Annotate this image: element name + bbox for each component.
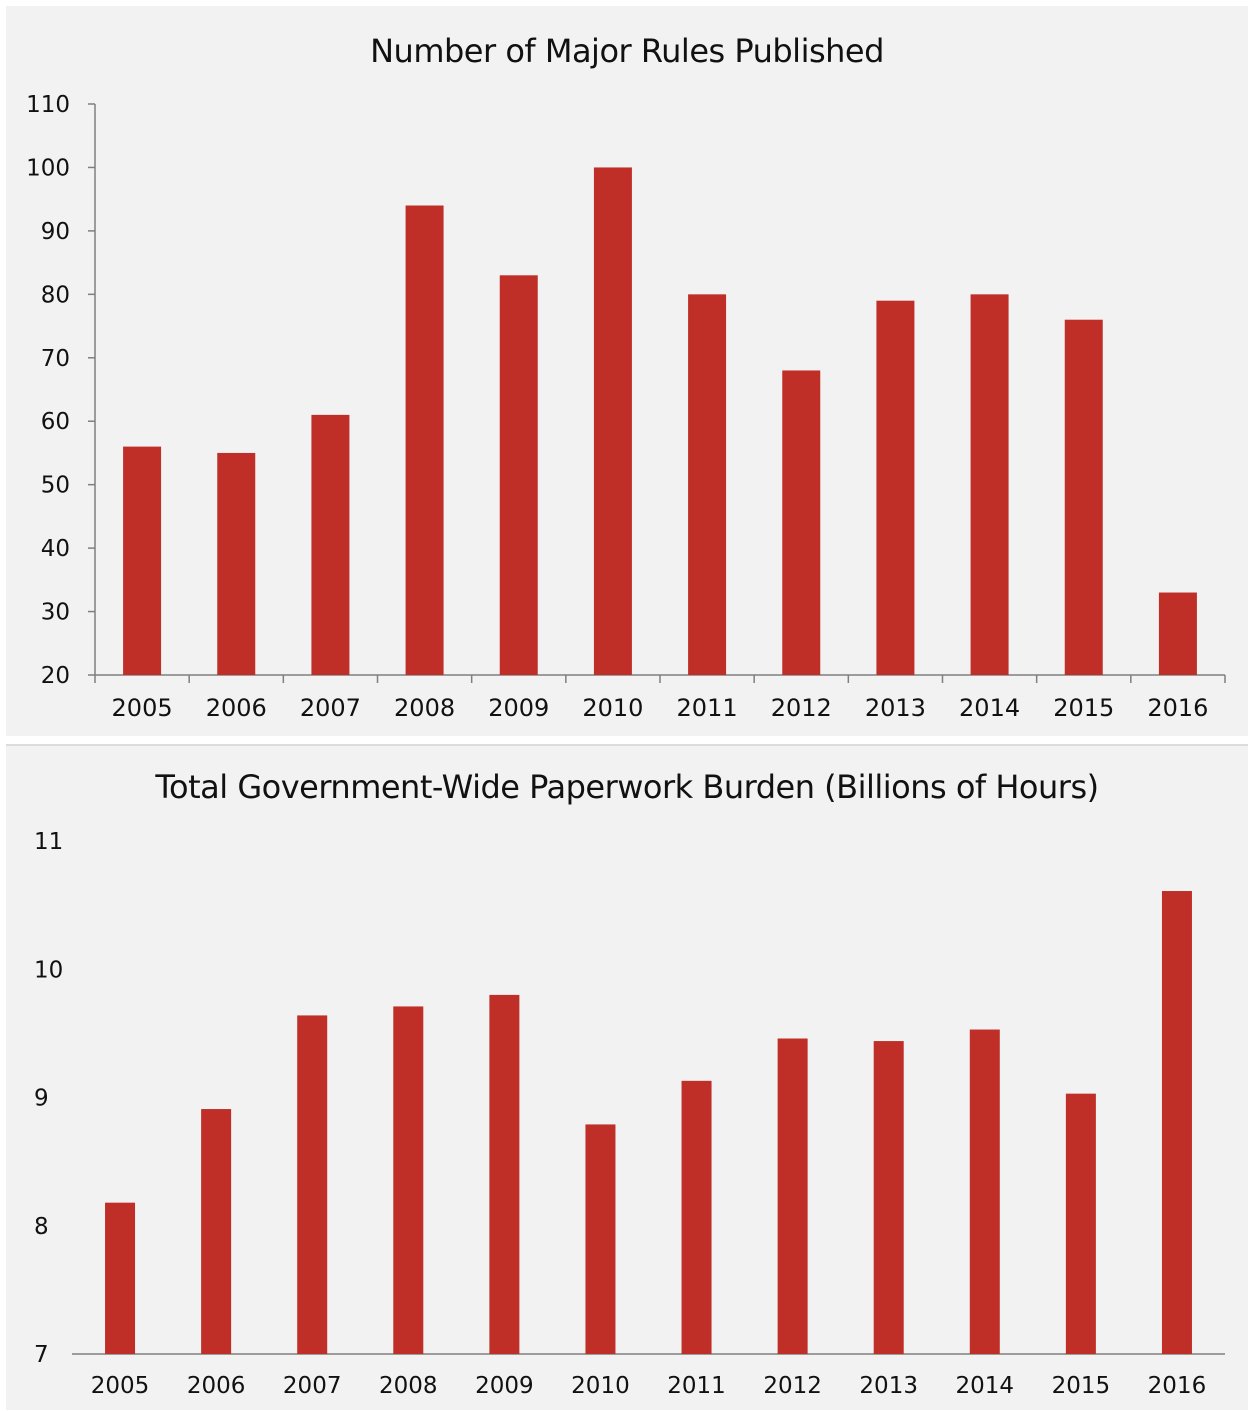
bar-2013 <box>876 300 915 675</box>
bar-2012 <box>782 370 821 675</box>
x-tick-label: 2005 <box>91 1373 150 1399</box>
bar-2009 <box>499 275 538 675</box>
y-tick-label: 30 <box>41 600 70 626</box>
y-tick-label: 7 <box>34 1342 49 1368</box>
x-tick-label: 2015 <box>1052 1373 1111 1399</box>
x-tick-label: 2014 <box>959 694 1020 722</box>
chart-title: Total Government-Wide Paperwork Burden (… <box>155 768 1099 806</box>
bar-2007 <box>311 414 350 675</box>
bar-2006 <box>201 1109 232 1354</box>
y-tick-label: 40 <box>41 536 70 562</box>
x-tick-label: 2011 <box>667 1373 726 1399</box>
x-tick-label: 2005 <box>112 694 173 722</box>
y-tick-label: 100 <box>26 155 70 181</box>
bar-2009 <box>489 994 520 1354</box>
y-tick-label: 70 <box>41 346 70 372</box>
bar-2010 <box>585 1124 616 1354</box>
major-rules-chart: 20 30 40 50 60 70 80 90 100 110 2005 2006 2007 2008 20… <box>26 92 1226 722</box>
x-tick-label: 2014 <box>956 1373 1015 1399</box>
x-tick-label: 2011 <box>677 694 738 722</box>
bar-2011 <box>681 1080 712 1354</box>
x-tick-label: 2007 <box>300 694 361 722</box>
x-tick-label: 2013 <box>865 694 926 722</box>
bar-2013 <box>873 1041 904 1354</box>
y-tick-label: 10 <box>34 957 63 983</box>
x-tick-label: 2016 <box>1147 694 1208 722</box>
x-tick-label: 2008 <box>379 1373 438 1399</box>
y-tick-label: 8 <box>34 1214 49 1240</box>
x-tick-label: 2009 <box>475 1373 534 1399</box>
bar-2015 <box>1064 319 1103 675</box>
bar-2005 <box>123 446 162 675</box>
paperwork-burden-chart-panel: Total Government-Wide Paperwork Burden (… <box>6 744 1248 1410</box>
bar-2006 <box>217 452 256 675</box>
bar-2011 <box>688 294 727 675</box>
bar-2014 <box>970 294 1009 675</box>
y-tick-label: 50 <box>41 473 70 499</box>
bar-2008 <box>393 1006 424 1354</box>
y-tick-label: 20 <box>41 663 70 689</box>
bar-2014 <box>969 1029 1000 1354</box>
x-tick-label: 2013 <box>859 1373 918 1399</box>
paperwork-burden-chart: 7 8 9 10 11 2005 2006 2007 2008 2009 2010 2011 2012 2… <box>34 829 1225 1399</box>
y-tick-label: 60 <box>41 409 70 435</box>
bar-2016 <box>1161 891 1192 1354</box>
x-tick-label: 2008 <box>394 694 455 722</box>
x-tick-label: 2016 <box>1148 1373 1207 1399</box>
x-tick-label: 2007 <box>283 1373 342 1399</box>
bar-2010 <box>593 167 632 675</box>
x-tick-label: 2006 <box>206 694 267 722</box>
major-rules-chart-panel: Number of Major Rules Published 20 30 40 50… <box>6 6 1248 736</box>
x-tick-label: 2010 <box>582 694 643 722</box>
bar-2007 <box>297 1015 328 1354</box>
bar-2008 <box>405 205 444 675</box>
y-tick-label: 90 <box>41 219 70 245</box>
x-tick-label: 2012 <box>771 694 832 722</box>
bar-2005 <box>105 1202 136 1354</box>
y-tick-label: 80 <box>41 282 70 308</box>
bar-2015 <box>1065 1093 1096 1354</box>
x-tick-label: 2006 <box>187 1373 246 1399</box>
bar-2016 <box>1158 592 1197 675</box>
y-tick-label: 9 <box>34 1086 49 1112</box>
chart-title: Number of Major Rules Published <box>370 32 884 70</box>
x-tick-label: 2015 <box>1053 694 1114 722</box>
x-tick-label: 2012 <box>763 1373 822 1399</box>
x-tick-label: 2010 <box>571 1373 630 1399</box>
y-tick-label: 11 <box>34 829 63 855</box>
bar-2012 <box>777 1038 808 1354</box>
x-tick-label: 2009 <box>488 694 549 722</box>
y-tick-label: 110 <box>26 92 70 118</box>
